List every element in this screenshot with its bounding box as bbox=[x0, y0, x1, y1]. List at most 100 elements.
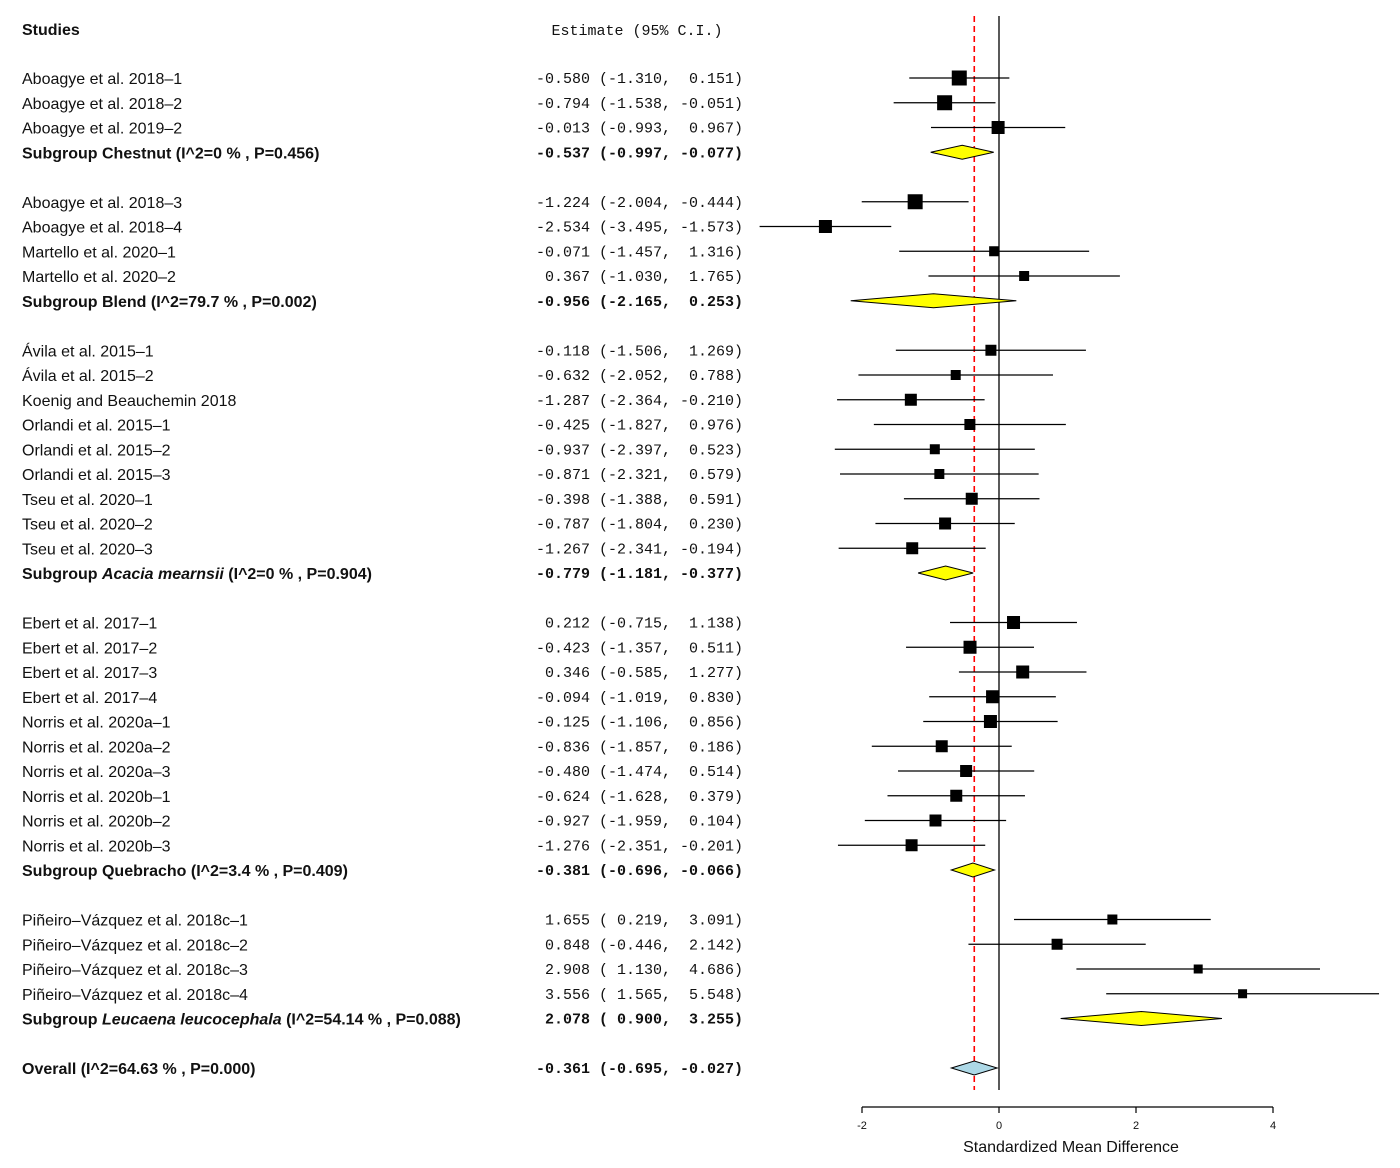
estimate-text: -1.267 (-2.341, -0.194) bbox=[536, 541, 743, 558]
subgroup-prefix: Subgroup bbox=[22, 145, 102, 162]
estimate-text: -0.779 (-1.181, -0.377) bbox=[536, 566, 743, 583]
subgroup-stats: (I^2=79.7 % , P=0.002) bbox=[146, 294, 316, 311]
point-estimate-square bbox=[989, 246, 1000, 257]
estimate-text: -0.480 (-1.474, 0.514) bbox=[536, 764, 743, 781]
point-estimate-square bbox=[929, 444, 940, 455]
subgroup-diamond bbox=[850, 293, 1017, 309]
subgroup-label: Subgroup Chestnut (I^2=0 % , P=0.456) bbox=[22, 145, 319, 162]
estimate-text: 3.556 ( 1.565, 5.548) bbox=[536, 987, 743, 1004]
study-label: Norris et al. 2020b–1 bbox=[22, 789, 171, 806]
study-label: Martello et al. 2020–1 bbox=[22, 244, 176, 261]
estimate-text: -0.927 (-1.959, 0.104) bbox=[536, 814, 743, 831]
study-label: Aboagye et al. 2018–1 bbox=[22, 71, 182, 88]
study-label: Piñeiro–Vázquez et al. 2018c–2 bbox=[22, 937, 248, 954]
estimate-text: 2.908 ( 1.130, 4.686) bbox=[536, 962, 743, 979]
point-estimate-square bbox=[950, 789, 963, 802]
estimate-text: -0.361 (-0.695, -0.027) bbox=[536, 1061, 743, 1078]
estimate-text: -0.118 (-1.506, 1.269) bbox=[536, 343, 743, 360]
subgroup-diamond bbox=[1060, 1010, 1223, 1027]
estimate-text: -0.423 (-1.357, 0.511) bbox=[536, 640, 743, 657]
x-tick-label: 4 bbox=[1270, 1120, 1276, 1132]
study-label: Tseu et al. 2020–2 bbox=[22, 517, 153, 534]
study-label: Tseu et al. 2020–1 bbox=[22, 492, 153, 509]
subgroup-label: Subgroup Blend (I^2=79.7 % , P=0.002) bbox=[22, 294, 317, 311]
estimate-text: -0.425 (-1.827, 0.976) bbox=[536, 418, 743, 435]
subgroup-diamond bbox=[930, 144, 994, 160]
point-estimate-square bbox=[1051, 938, 1063, 950]
study-label: Aboagye et al. 2018–3 bbox=[22, 195, 182, 212]
study-label: Piñeiro–Vázquez et al. 2018c–3 bbox=[22, 962, 248, 979]
estimate-text: -0.956 (-2.165, 0.253) bbox=[536, 294, 743, 311]
point-estimate-square bbox=[906, 542, 919, 555]
study-label: Norris et al. 2020a–2 bbox=[22, 739, 171, 756]
forest-rows: Aboagye et al. 2018–1 -0.580 (-1.310, 0.1… bbox=[22, 16, 1380, 1090]
point-estimate-square bbox=[1238, 989, 1248, 999]
point-estimate-square bbox=[985, 344, 997, 356]
subgroup-name: Quebracho bbox=[102, 863, 187, 880]
study-label: Piñeiro–Vázquez et al. 2018c–4 bbox=[22, 987, 248, 1004]
point-estimate-square bbox=[1107, 914, 1118, 925]
study-label: Aboagye et al. 2018–4 bbox=[22, 220, 182, 237]
study-label: Norris et al. 2020b–2 bbox=[22, 814, 171, 831]
point-estimate-square bbox=[934, 469, 945, 479]
subgroup-stats: (I^2=0 % , P=0.904) bbox=[224, 566, 372, 583]
estimate-text: -0.632 (-2.052, 0.788) bbox=[536, 368, 743, 385]
estimate-text: -0.398 (-1.388, 0.591) bbox=[536, 492, 743, 509]
estimate-text: -1.287 (-2.364, -0.210) bbox=[536, 393, 743, 410]
estimate-text: 2.078 ( 0.900, 3.255) bbox=[536, 1012, 743, 1029]
point-estimate-square bbox=[904, 393, 917, 406]
estimate-text: 0.367 (-1.030, 1.765) bbox=[536, 269, 743, 286]
estimate-text: -0.794 (-1.538, -0.051) bbox=[536, 96, 743, 113]
study-label: Martello et al. 2020–2 bbox=[22, 269, 176, 286]
x-axis-label: Standardized Mean Difference bbox=[963, 1139, 1179, 1156]
x-axis: -2 0 2 4 bbox=[857, 1106, 1276, 1132]
overall-diamond bbox=[949, 1060, 999, 1076]
study-label: Koenig and Beauchemin 2018 bbox=[22, 393, 236, 410]
estimate-text: -1.224 (-2.004, -0.444) bbox=[536, 195, 743, 212]
estimate-text: 0.848 (-0.446, 2.142) bbox=[536, 937, 743, 954]
point-estimate-square bbox=[950, 370, 961, 380]
subgroup-stats: (I^2=0 % , P=0.456) bbox=[171, 145, 319, 162]
estimate-text: -0.094 (-1.019, 0.830) bbox=[536, 690, 743, 707]
subgroup-diamond bbox=[949, 862, 997, 878]
estimate-text: 0.212 (-0.715, 1.138) bbox=[536, 616, 743, 633]
subgroup-name: Leucaena leucocephala bbox=[102, 1012, 282, 1029]
study-label: Aboagye et al. 2018–2 bbox=[22, 96, 182, 113]
estimate-text: -0.836 (-1.857, 0.186) bbox=[536, 739, 743, 756]
study-label: Ávila et al. 2015–2 bbox=[22, 366, 154, 385]
point-estimate-square bbox=[935, 740, 948, 753]
study-label: Piñeiro–Vázquez et al. 2018c–1 bbox=[22, 913, 248, 930]
x-tick-label: -2 bbox=[857, 1120, 867, 1132]
estimate-text: -0.624 (-1.628, 0.379) bbox=[536, 789, 743, 806]
study-label: Ávila et al. 2015–1 bbox=[22, 341, 154, 360]
study-label: Norris et al. 2020a–1 bbox=[22, 715, 171, 732]
study-label: Ebert et al. 2017–2 bbox=[22, 640, 157, 657]
subgroup-prefix: Subgroup bbox=[22, 1012, 102, 1029]
overall-label: Overall (I^2=64.63 % , P=0.000) bbox=[22, 1061, 256, 1078]
x-tick-label: 2 bbox=[1133, 1120, 1139, 1132]
study-label: Norris et al. 2020b–3 bbox=[22, 838, 171, 855]
estimate-text: -0.937 (-2.397, 0.523) bbox=[536, 442, 743, 459]
study-label: Orlandi et al. 2015–3 bbox=[22, 467, 171, 484]
estimate-text: -0.537 (-0.997, -0.077) bbox=[536, 145, 743, 162]
header-studies: Studies bbox=[22, 22, 80, 39]
study-label: Orlandi et al. 2015–1 bbox=[22, 418, 171, 435]
point-estimate-square bbox=[1007, 616, 1021, 629]
point-estimate-square bbox=[991, 121, 1005, 134]
estimate-text: -0.787 (-1.804, 0.230) bbox=[536, 517, 743, 534]
subgroup-stats: (I^2=3.4 % , P=0.409) bbox=[186, 863, 347, 880]
header-estimate: Estimate (95% C.I.) bbox=[551, 23, 722, 40]
point-estimate-square bbox=[951, 70, 967, 86]
estimate-text: -1.276 (-2.351, -0.201) bbox=[536, 838, 743, 855]
subgroup-prefix: Subgroup bbox=[22, 863, 102, 880]
study-label: Tseu et al. 2020–3 bbox=[22, 541, 153, 558]
subgroup-diamond bbox=[917, 565, 974, 581]
point-estimate-square bbox=[907, 194, 923, 210]
estimate-text: -0.381 (-0.696, -0.066) bbox=[536, 863, 743, 880]
subgroup-stats: (I^2=54.14 % , P=0.088) bbox=[282, 1012, 461, 1029]
study-label: Aboagye et al. 2019–2 bbox=[22, 121, 182, 138]
point-estimate-square bbox=[963, 640, 977, 654]
point-estimate-square bbox=[1016, 665, 1030, 679]
subgroup-label: Subgroup Quebracho (I^2=3.4 % , P=0.409) bbox=[22, 863, 348, 880]
